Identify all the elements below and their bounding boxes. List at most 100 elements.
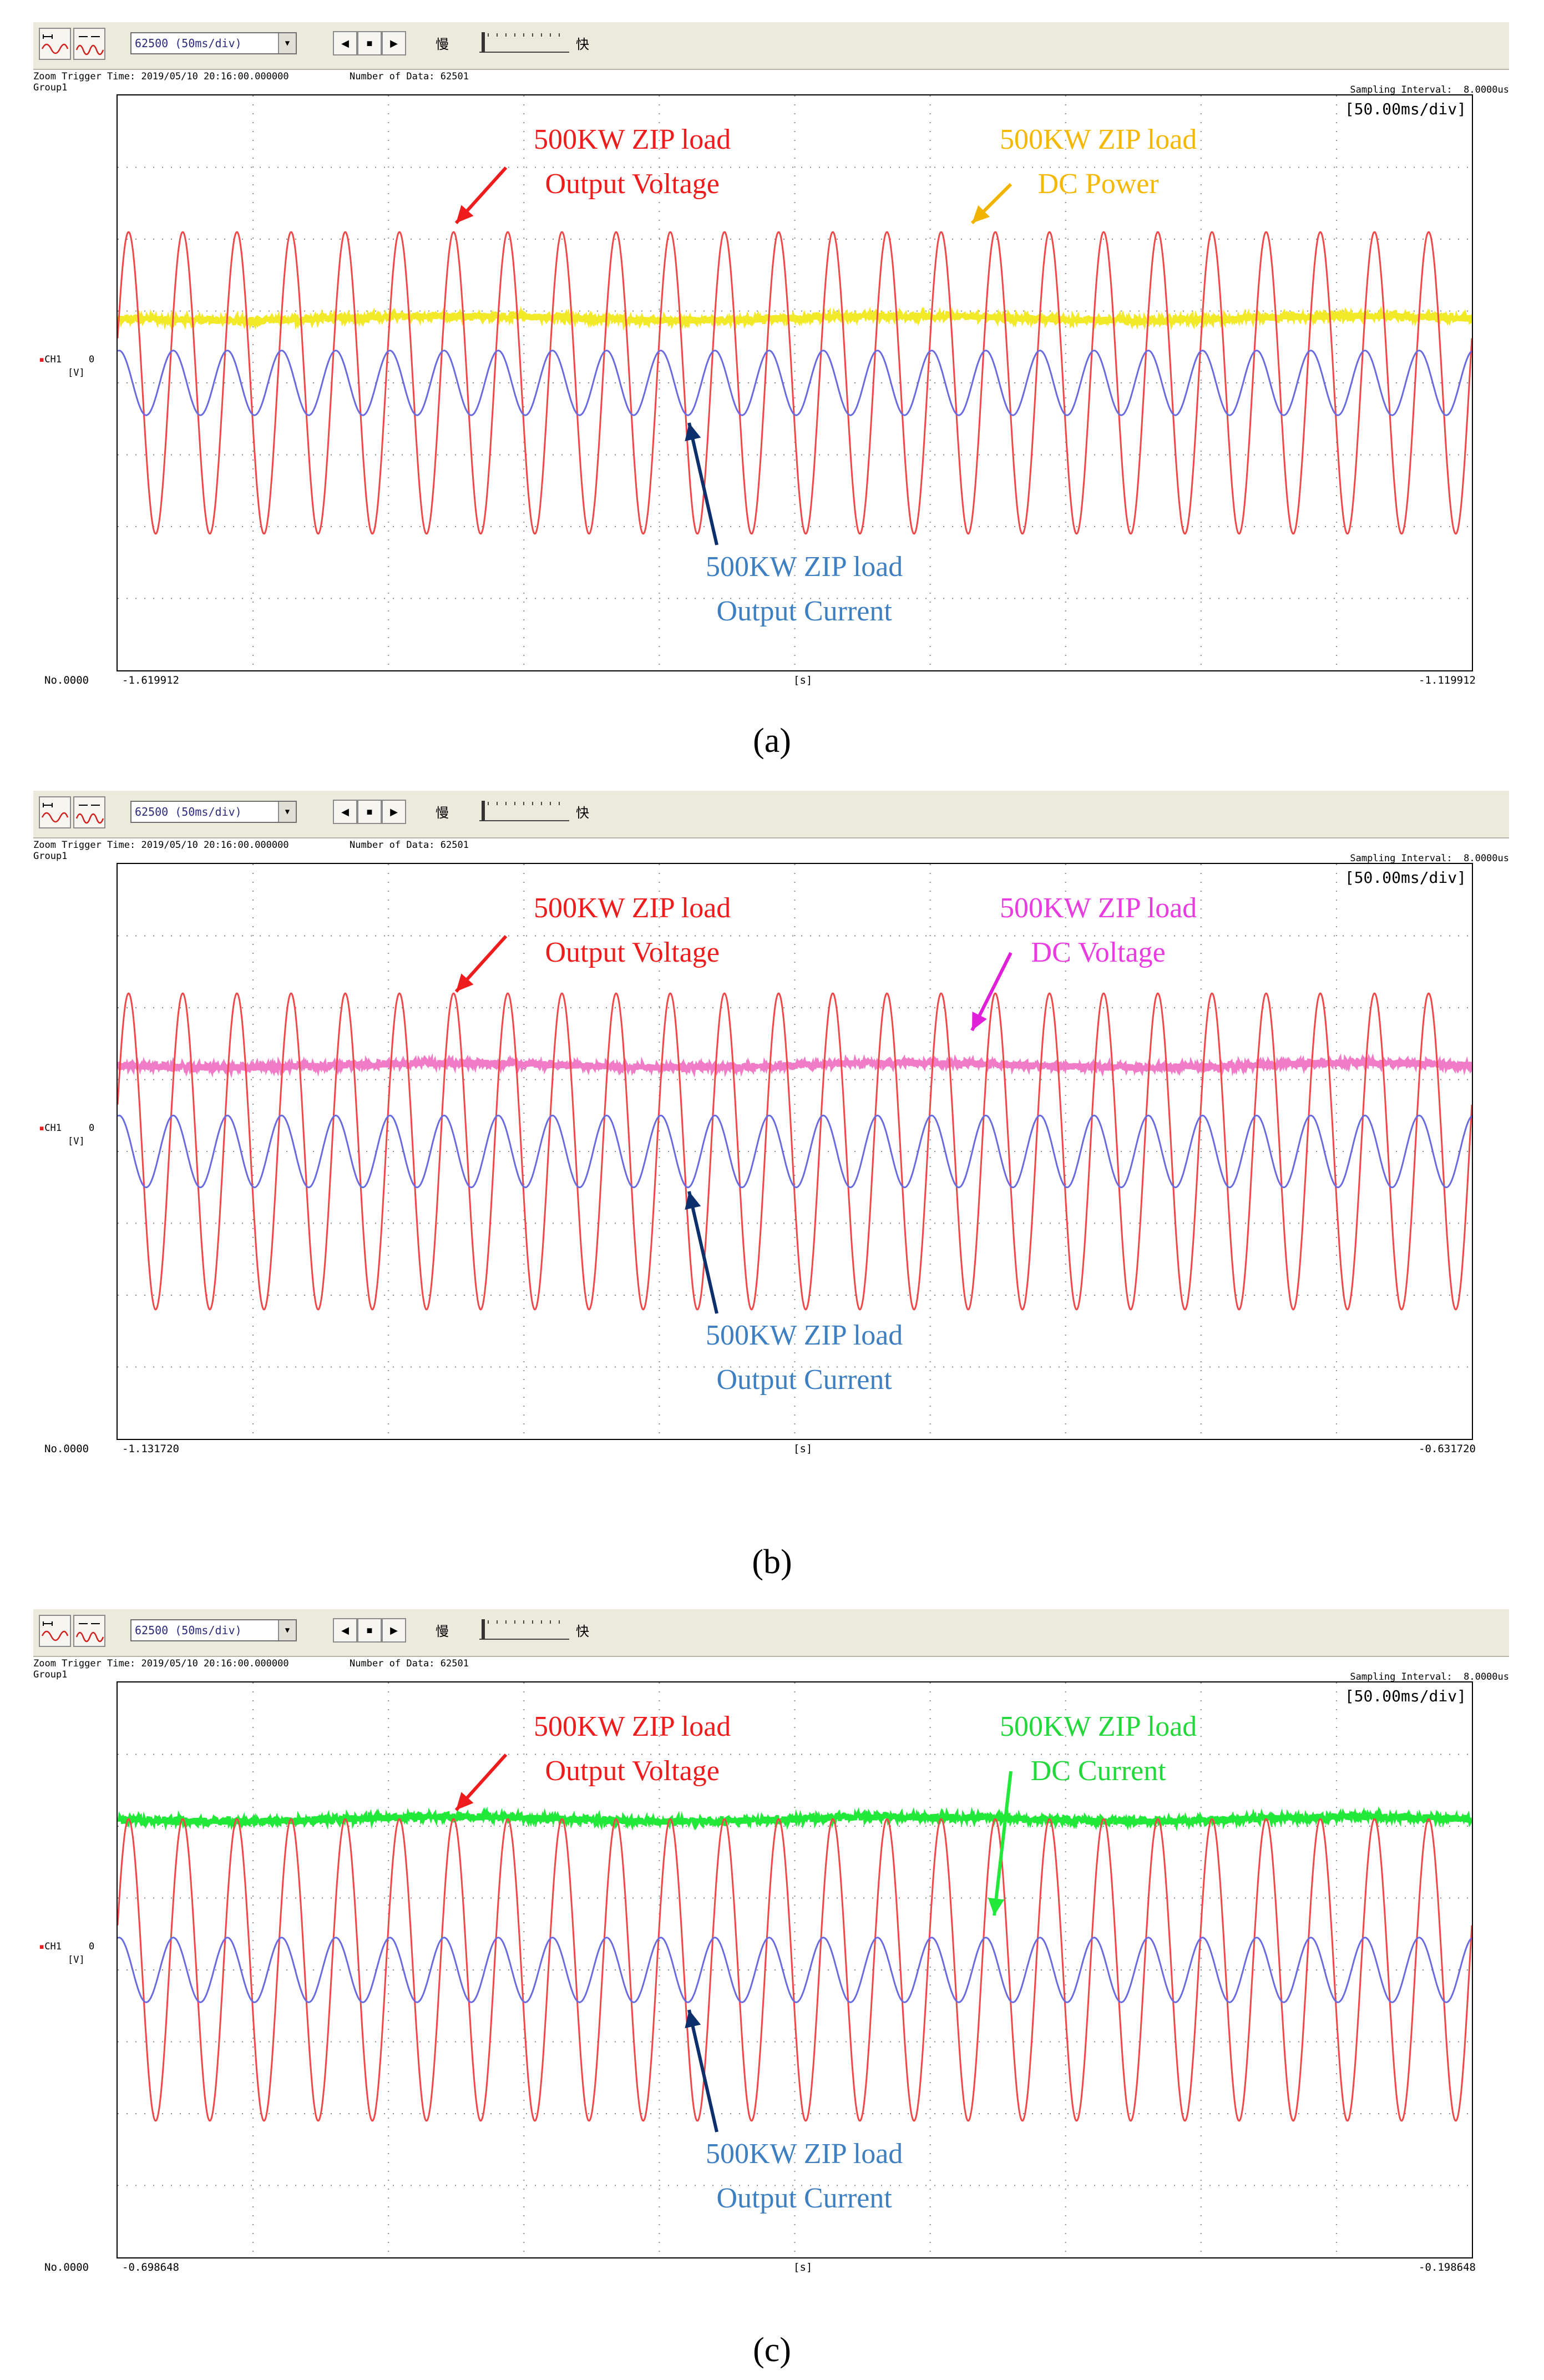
dc-annotation-line1: 500KW ZIP load	[1000, 124, 1197, 155]
current-annotation: 500KW ZIP load Output Current	[706, 2132, 903, 2221]
voltage-annotation: 500KW ZIP load Output Voltage	[534, 1705, 731, 1793]
dc-annotation: 500KW ZIP load DC Current	[1000, 1705, 1197, 1793]
voltage-annotation-line2: Output Voltage	[545, 1755, 720, 1787]
dc-trace	[118, 1806, 1472, 1832]
samples-per-div-select[interactable]: 62500 (50ms/div) ▼	[130, 1619, 297, 1641]
prev-button[interactable]: ◀	[333, 800, 357, 824]
dc-arrow-head	[972, 205, 990, 223]
scope-panel-a: 62500 (50ms/div) ▼ ◀ ■ ▶ 慢 快 Zoom Trigge…	[33, 22, 1509, 738]
x-start-value: -1.619912	[122, 674, 179, 686]
x-unit: [s]	[793, 674, 813, 686]
zoom-trigger-time: Zoom Trigger Time: 2019/05/10 20:16:00.0…	[33, 71, 289, 82]
sine-zoom-icon	[41, 803, 69, 823]
current-arrow-head	[685, 423, 701, 442]
annotation-arrows	[454, 1753, 1013, 2133]
current-annotation-line2: Output Current	[716, 2182, 892, 2214]
waveform-compare-button[interactable]	[73, 28, 105, 60]
waveform-compare-button[interactable]	[73, 1615, 105, 1647]
next-button[interactable]: ▶	[382, 31, 406, 55]
next-button[interactable]: ▶	[382, 800, 406, 824]
x-end-value: -0.198648	[1419, 2261, 1476, 2273]
dc-arrow-head	[988, 1897, 1005, 1916]
speed-slider[interactable]	[477, 799, 571, 826]
x-end-value: -0.631720	[1419, 1443, 1476, 1455]
dc-annotation-line2: DC Current	[1030, 1755, 1166, 1787]
voltage-annotation-line1: 500KW ZIP load	[534, 892, 731, 924]
stop-button[interactable]: ■	[357, 1618, 382, 1643]
prev-button[interactable]: ◀	[333, 1618, 357, 1643]
dc-arrow-head	[972, 1012, 987, 1030]
chevron-down-icon[interactable]: ▼	[278, 1620, 296, 1640]
time-scale-label: [50.00ms/div]	[1344, 868, 1466, 887]
double-sine-icon	[75, 805, 104, 824]
triangle-left-icon: ◀	[341, 1625, 349, 1636]
channel-label: ▪CH1	[39, 354, 62, 365]
waveform-plot[interactable]: [50.00ms/div] 500KW ZIP load Output Volt…	[117, 863, 1473, 1440]
slider-handle	[482, 32, 485, 52]
current-annotation-line1: 500KW ZIP load	[706, 2138, 903, 2170]
chevron-down-icon[interactable]: ▼	[278, 802, 296, 822]
y-unit: [V]	[68, 1136, 85, 1147]
channel-label: ▪CH1	[39, 1123, 62, 1134]
x-unit: [s]	[793, 1443, 813, 1455]
output-voltage-trace	[118, 992, 1472, 1311]
slider-handle	[482, 1619, 485, 1639]
number-of-data: Number of Data: 62501	[350, 1658, 469, 1669]
output-current-trace	[118, 1114, 1472, 1189]
speed-slider[interactable]	[477, 30, 571, 58]
dc-annotation-line2: DC Voltage	[1031, 937, 1166, 968]
sine-zoom-icon	[41, 34, 69, 54]
voltage-annotation-line1: 500KW ZIP load	[534, 1711, 731, 1742]
current-arrow-head	[685, 1191, 701, 1210]
caption-a: (a)	[753, 722, 791, 760]
double-sine-icon	[75, 1623, 104, 1643]
annotation-arrows	[454, 166, 1013, 545]
zero-level: 0	[89, 1123, 95, 1134]
samples-per-div-select[interactable]: 62500 (50ms/div) ▼	[130, 32, 297, 54]
sine-zoom-icon	[41, 1621, 69, 1641]
stop-button[interactable]: ■	[357, 31, 382, 55]
horizontal-zoom-button[interactable]	[39, 796, 71, 828]
speed-slider[interactable]	[477, 1617, 571, 1645]
voltage-arrow-head	[456, 205, 474, 223]
x-start-value: -1.131720	[122, 1443, 179, 1455]
current-annotation: 500KW ZIP load Output Current	[706, 1313, 903, 1402]
slow-label: 慢	[436, 805, 449, 821]
sampling-interval: Sampling Interval: 8.0000us	[1350, 1671, 1509, 1682]
slow-label: 慢	[436, 1624, 449, 1639]
fast-label: 快	[576, 37, 589, 52]
time-scale-label: [50.00ms/div]	[1344, 1687, 1466, 1705]
prev-button[interactable]: ◀	[333, 31, 357, 55]
stop-button[interactable]: ■	[357, 800, 382, 824]
y-unit: [V]	[68, 1954, 85, 1965]
annotation-arrows	[454, 934, 1013, 1314]
waveform-plot[interactable]: [50.00ms/div] 500KW ZIP load Output Volt…	[117, 1681, 1473, 2258]
square-stop-icon: ■	[366, 1625, 373, 1636]
waveform-plot[interactable]: [50.00ms/div] 500KW ZIP load Output Volt…	[117, 94, 1473, 671]
current-arrow	[687, 2009, 718, 2133]
zero-level: 0	[89, 1941, 95, 1952]
dc-trace	[118, 305, 1472, 331]
current-arrow	[687, 1191, 718, 1314]
number-of-data: Number of Data: 62501	[350, 840, 469, 851]
samples-per-div-select[interactable]: 62500 (50ms/div) ▼	[130, 801, 297, 823]
horizontal-zoom-button[interactable]	[39, 28, 71, 60]
sampling-interval: Sampling Interval: 8.0000us	[1350, 853, 1509, 864]
dc-arrow	[993, 1771, 1013, 1916]
horizontal-zoom-button[interactable]	[39, 1615, 71, 1647]
dc-annotation-line1: 500KW ZIP load	[1000, 892, 1197, 924]
output-current-trace	[118, 1937, 1472, 2003]
zero-level: 0	[89, 354, 95, 365]
current-arrow	[687, 422, 718, 545]
output-voltage-trace	[118, 231, 1472, 535]
waveform-compare-button[interactable]	[73, 796, 105, 828]
scope-toolbar: 62500 (50ms/div) ▼ ◀ ■ ▶ 慢 快	[33, 791, 1509, 838]
caption-c: (c)	[753, 2331, 791, 2369]
chevron-down-icon[interactable]: ▼	[278, 33, 296, 53]
voltage-annotation: 500KW ZIP load Output Voltage	[534, 886, 731, 975]
group-label: Group1	[33, 851, 68, 862]
current-annotation: 500KW ZIP load Output Current	[706, 545, 903, 634]
triangle-right-icon: ▶	[390, 1625, 398, 1636]
current-annotation-line2: Output Current	[716, 1364, 892, 1396]
next-button[interactable]: ▶	[382, 1618, 406, 1643]
